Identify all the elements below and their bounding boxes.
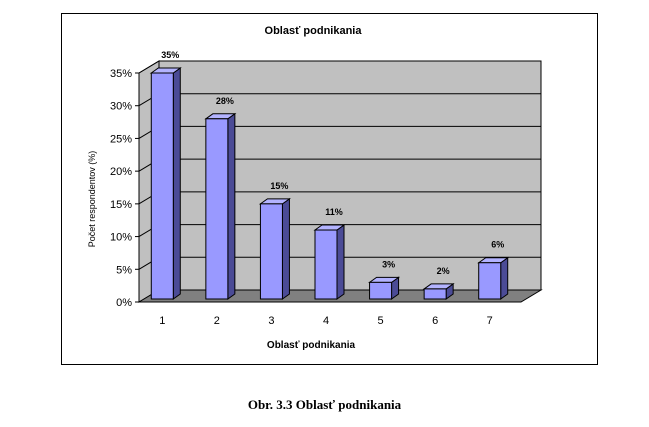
data-label: 11%: [325, 207, 343, 217]
y-axis-label: Počet respondentov (%): [87, 151, 97, 248]
bar: [314, 229, 338, 300]
bar-side: [281, 197, 290, 300]
y-tick-label: 20%: [110, 166, 132, 178]
y-tick-label: 5%: [116, 264, 132, 276]
x-tick-label: 6: [432, 315, 438, 327]
chart-title: Oblasť podnikania: [265, 25, 363, 37]
data-label: 35%: [161, 50, 179, 60]
bar: [259, 203, 283, 300]
bar: [478, 262, 502, 300]
y-tick-label: 15%: [110, 199, 132, 211]
data-label: 2%: [437, 266, 450, 276]
bar-side: [227, 112, 236, 300]
gridline: [138, 60, 541, 74]
bar-side: [500, 256, 509, 300]
x-axis-label: Oblasť podnikania: [267, 340, 356, 351]
data-label: 6%: [491, 240, 504, 250]
x-tick-label: 1: [159, 315, 165, 327]
data-label: 3%: [382, 259, 395, 269]
x-tick-label: 4: [323, 315, 329, 327]
y-tick-label: 35%: [110, 68, 132, 80]
y-tick-label: 10%: [110, 232, 132, 244]
y-tick-label: 30%: [110, 101, 132, 113]
x-tick-label: 7: [487, 315, 493, 327]
x-tick-label: 2: [214, 315, 220, 327]
bar-side: [336, 224, 345, 300]
x-tick-label: 5: [378, 315, 384, 327]
bar-side: [172, 67, 181, 300]
x-tick-label: 3: [268, 315, 274, 327]
figure-caption: Obr. 3.3 Oblasť podnikania: [247, 397, 402, 412]
bar: [423, 288, 447, 300]
y-tick-label: 25%: [110, 133, 132, 145]
bar: [369, 281, 393, 300]
bar: [150, 72, 174, 300]
data-label: 28%: [216, 96, 234, 106]
bar: [205, 118, 229, 300]
bar-chart: Oblasť podnikania 0% 5% 10% 15% 20% 25% 30% 35%…: [87, 25, 543, 351]
data-label: 15%: [270, 181, 288, 191]
plot-area: 0% 5% 10% 15% 20% 25% 30% 35% 35% 1 28% 2 15% 3 11% 4 3%…: [110, 50, 543, 327]
y-tick-label: 0%: [116, 297, 132, 309]
